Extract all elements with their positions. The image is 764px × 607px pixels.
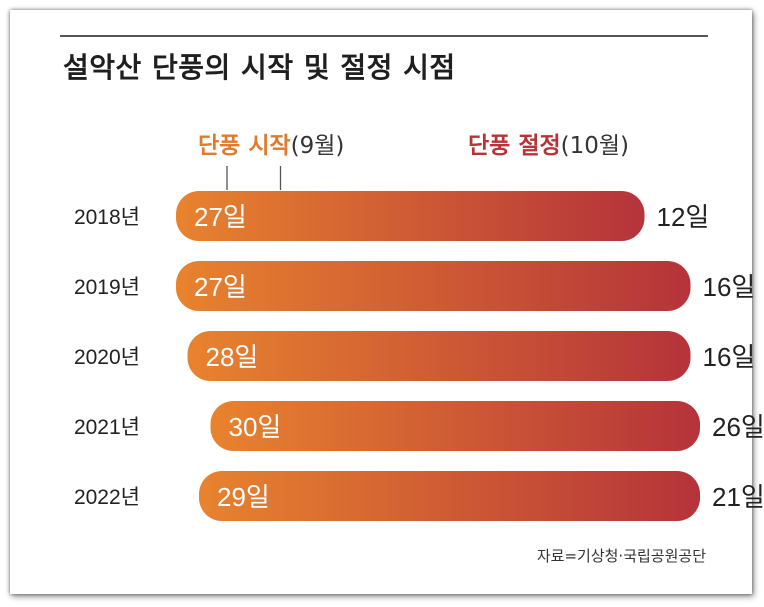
range-bar: [176, 261, 691, 311]
year-label: 2021년: [74, 416, 140, 439]
peak-day-label: 16일: [703, 342, 756, 372]
start-day-label: 29일: [217, 482, 270, 512]
title-rule: [60, 35, 708, 37]
chart-title: 설악산 단풍의 시작 및 절정 시점: [63, 51, 456, 84]
peak-day-label: 16일: [703, 272, 756, 302]
bar-row: 2022년 29일 21일: [74, 471, 764, 521]
start-day-label: 27일: [194, 272, 247, 302]
bar-row: 2020년 28일 16일: [74, 331, 755, 381]
bar-row: 2018년 27일 12일: [74, 191, 709, 241]
peak-day-label: 12일: [657, 202, 710, 232]
range-bar: [176, 191, 645, 241]
start-day-label: 28일: [206, 342, 259, 372]
legend-peak-month: (10월): [560, 133, 630, 159]
year-label: 2020년: [74, 346, 140, 369]
year-label: 2019년: [74, 276, 140, 299]
range-bar: [199, 471, 700, 521]
start-day-label: 27일: [194, 202, 247, 232]
legend-start: 단풍 시작(9월): [198, 126, 344, 160]
bar-row: 2019년 27일 16일: [74, 261, 755, 311]
peak-day-label: 26일: [712, 412, 764, 442]
start-day-label: 30일: [229, 412, 282, 442]
legend-peak: 단풍 절정(10월): [468, 126, 629, 160]
peak-day-label: 21일: [712, 482, 764, 512]
year-label: 2018년: [74, 206, 140, 229]
bar-row: 2021년 30일 26일: [74, 401, 764, 451]
source-note: 자료=기상청·국립공원공단: [536, 547, 706, 565]
legend-start-month: (9월): [290, 133, 345, 159]
legend-peak-label: 단풍 절정: [468, 133, 561, 159]
range-bar: [187, 331, 691, 381]
range-bar: [210, 401, 700, 451]
year-label: 2022년: [74, 486, 140, 509]
legend-start-label: 단풍 시작: [198, 133, 291, 159]
